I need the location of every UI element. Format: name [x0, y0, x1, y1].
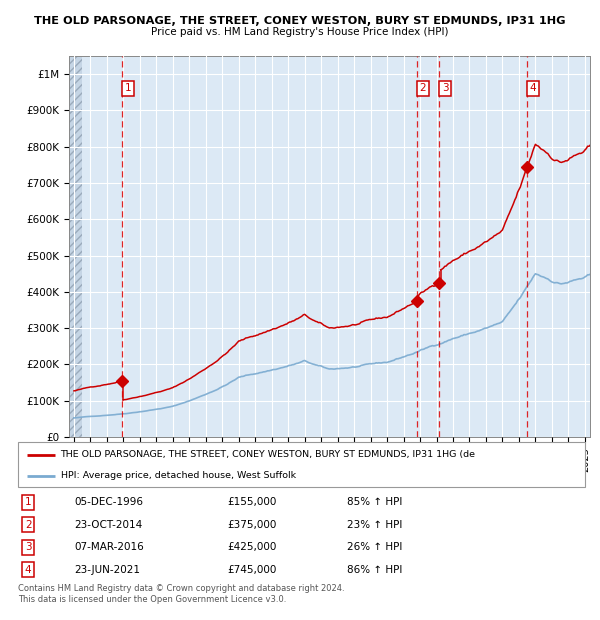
Text: 23-OCT-2014: 23-OCT-2014	[75, 520, 143, 530]
Text: 85% ↑ HPI: 85% ↑ HPI	[347, 497, 402, 507]
Text: Contains HM Land Registry data © Crown copyright and database right 2024.: Contains HM Land Registry data © Crown c…	[18, 584, 344, 593]
Text: 4: 4	[529, 84, 536, 94]
FancyBboxPatch shape	[18, 442, 585, 487]
Text: £745,000: £745,000	[228, 565, 277, 575]
Text: HPI: Average price, detached house, West Suffolk: HPI: Average price, detached house, West…	[61, 471, 296, 480]
Text: 23-JUN-2021: 23-JUN-2021	[75, 565, 140, 575]
Text: 23% ↑ HPI: 23% ↑ HPI	[347, 520, 402, 530]
Text: 26% ↑ HPI: 26% ↑ HPI	[347, 542, 402, 552]
Text: 1: 1	[125, 84, 131, 94]
Text: This data is licensed under the Open Government Licence v3.0.: This data is licensed under the Open Gov…	[18, 595, 286, 604]
Text: 1: 1	[25, 497, 32, 507]
Text: 3: 3	[442, 84, 449, 94]
Text: 05-DEC-1996: 05-DEC-1996	[75, 497, 144, 507]
Text: £375,000: £375,000	[228, 520, 277, 530]
Bar	[69, 56, 82, 437]
Text: 86% ↑ HPI: 86% ↑ HPI	[347, 565, 402, 575]
Text: THE OLD PARSONAGE, THE STREET, CONEY WESTON, BURY ST EDMUNDS, IP31 1HG (de: THE OLD PARSONAGE, THE STREET, CONEY WES…	[61, 450, 476, 459]
Text: 07-MAR-2016: 07-MAR-2016	[75, 542, 145, 552]
Text: 2: 2	[25, 520, 32, 530]
Text: THE OLD PARSONAGE, THE STREET, CONEY WESTON, BURY ST EDMUNDS, IP31 1HG: THE OLD PARSONAGE, THE STREET, CONEY WES…	[34, 16, 566, 25]
Text: 2: 2	[419, 84, 426, 94]
Text: 4: 4	[25, 565, 32, 575]
Text: 3: 3	[25, 542, 32, 552]
Text: Price paid vs. HM Land Registry's House Price Index (HPI): Price paid vs. HM Land Registry's House …	[151, 27, 449, 37]
Text: £155,000: £155,000	[228, 497, 277, 507]
Text: £425,000: £425,000	[228, 542, 277, 552]
